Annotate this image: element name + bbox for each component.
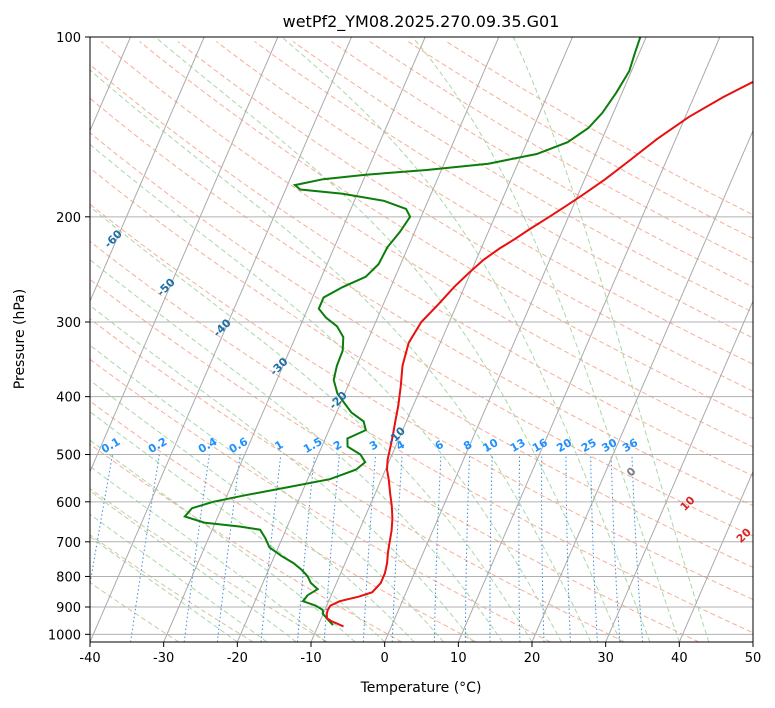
moist-adiabat-line [512, 37, 710, 642]
x-axis-label: Temperature (°C) [360, 680, 482, 696]
mixing-ratio-lines [90, 454, 644, 642]
y-tick-label: 100 [56, 31, 81, 46]
isotherm-line [605, 299, 753, 642]
moist-adiabat-line [90, 465, 327, 642]
isotherm-line [236, 37, 500, 642]
dry-adiabat-line [90, 240, 753, 634]
y-tick-label: 800 [56, 570, 81, 585]
moist-adiabat-line [90, 379, 415, 642]
y-tick-label: 1000 [48, 628, 81, 643]
moist-adiabat-line [90, 206, 533, 642]
isotherm-line [90, 37, 352, 642]
y-tick-label: 400 [56, 391, 81, 406]
mixing-ratio-line [362, 454, 377, 642]
chart-title: wetPf2_YM08.2025.270.09.35.G01 [283, 12, 560, 32]
x-tick-label: 20 [524, 651, 541, 666]
isotherm-line [531, 129, 753, 642]
dry-adiabat-line [90, 64, 753, 477]
isotherm-line [457, 37, 721, 642]
mixing-ratio-line [610, 454, 621, 642]
moist-adiabat-line [90, 69, 592, 642]
y-tick-label: 700 [56, 536, 81, 551]
x-tick-label: 50 [745, 651, 762, 666]
dry-adiabat-line [90, 203, 753, 601]
skewed-isotherms [90, 37, 753, 642]
dry-adiabat-line [177, 41, 753, 392]
isotherm-line [90, 37, 279, 473]
dry-adiabat-line [100, 41, 753, 448]
dry-adiabat-line [139, 41, 753, 420]
dry-adiabat-line [254, 41, 753, 339]
mixing-ratio-line [631, 454, 644, 642]
x-tick-label: -30 [153, 651, 174, 666]
moist-adiabat-line [90, 143, 562, 642]
x-tick-label: 10 [450, 651, 467, 666]
moist-adiabat-line [154, 37, 621, 642]
mixing-ratio-line [590, 454, 598, 642]
moist-adiabat-line [90, 259, 503, 642]
mixing-ratio-line [433, 454, 442, 642]
y-tick-label: 600 [56, 496, 81, 511]
mixing-ratio-line [541, 454, 545, 642]
isotherm-line [90, 37, 205, 303]
y-tick-label: 900 [56, 601, 81, 616]
x-tick-label: 0 [381, 651, 389, 666]
isotherm-line [163, 37, 426, 642]
x-tick-label: -20 [227, 651, 248, 666]
isotherm-line [310, 37, 573, 642]
y-tick-label: 500 [56, 449, 81, 464]
profile-layer [183, 37, 753, 628]
moist-adiabat-line [412, 37, 680, 642]
x-tick-label: 30 [597, 651, 614, 666]
dry-adiabat-line [215, 41, 753, 365]
x-axis-ticks: -40 -30 -20 -10 0 10 20 30 40 50 [79, 642, 761, 666]
mixing-ratio-line [464, 454, 471, 642]
plot-frame [89, 36, 754, 643]
x-tick-label: 40 [671, 651, 688, 666]
moist-adiabat-line [90, 411, 386, 642]
y-axis-ticks: 1000 900 800 700 600 500 400 300 200 100 [48, 31, 90, 643]
x-tick-label: -10 [300, 651, 321, 666]
isotherm-line [678, 470, 753, 642]
dewpoint-line [183, 37, 642, 626]
mixing-ratio-line [297, 454, 316, 642]
isobars [90, 37, 753, 635]
mixing-ratio-line [518, 454, 521, 642]
moist-adiabats [90, 37, 710, 642]
mixing-ratio-line [391, 454, 403, 642]
dry-adiabat-line [331, 41, 753, 288]
y-tick-label: 200 [56, 211, 81, 226]
x-tick-label: -40 [79, 651, 100, 666]
temperature-line [325, 80, 753, 628]
mixing-ratio-line [565, 454, 571, 642]
y-tick-label: 300 [56, 316, 81, 331]
dry-adiabat-line [446, 41, 753, 216]
moist-adiabat-line [281, 37, 651, 642]
y-axis-label: Pressure (hPa) [12, 289, 28, 389]
isotherm-line [384, 37, 647, 642]
mixing-ratio-line [323, 454, 340, 642]
dry-adiabat-line [369, 41, 753, 264]
mixing-ratio-line [489, 454, 493, 642]
moist-adiabat-line [90, 536, 238, 642]
moist-adiabat-line [90, 304, 474, 642]
